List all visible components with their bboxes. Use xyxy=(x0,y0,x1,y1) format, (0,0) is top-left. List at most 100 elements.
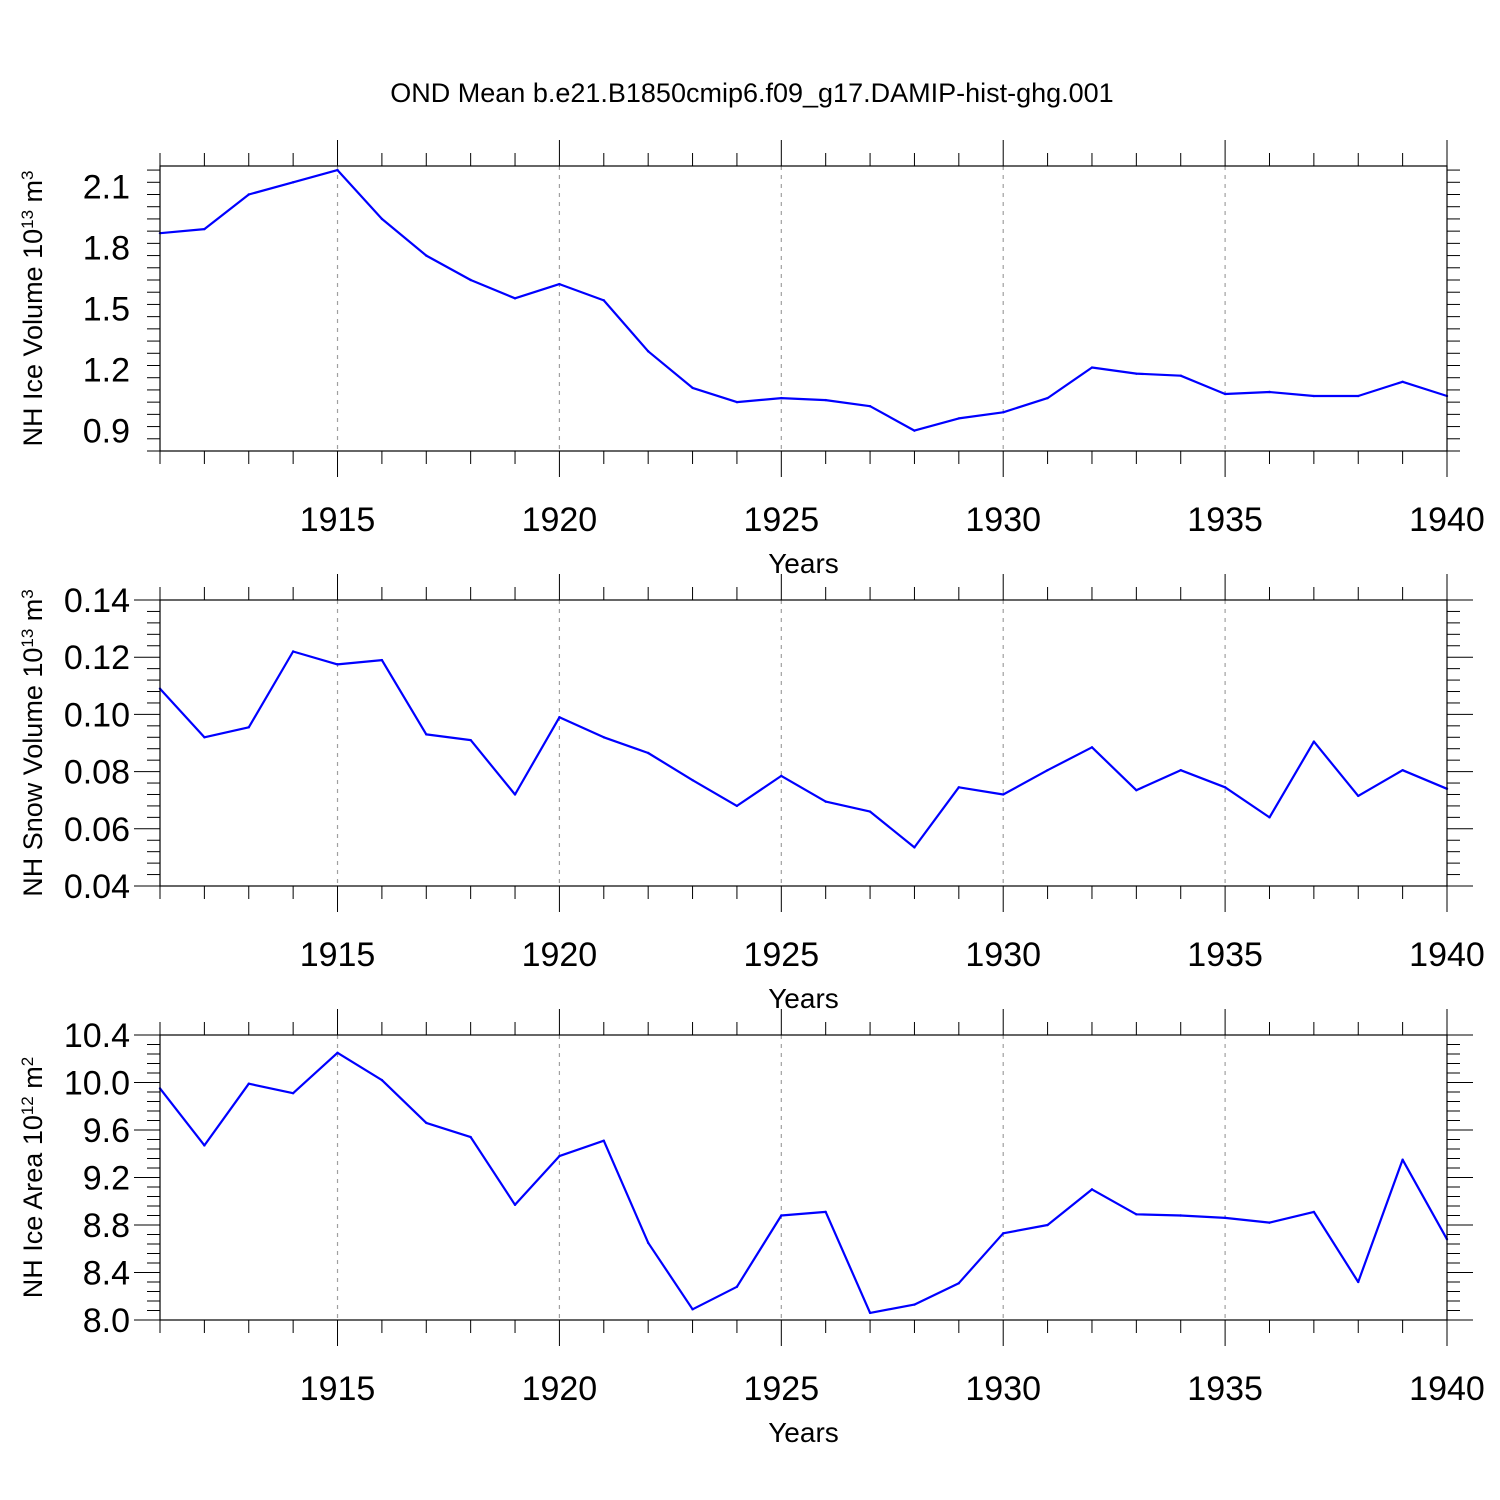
data-point xyxy=(203,227,206,231)
y-axis-label-ylabel-unit-prefix: m xyxy=(18,180,48,210)
data-point xyxy=(1357,794,1360,798)
data-point xyxy=(868,405,872,408)
chart-panel-2: 0.04 0.06 0.08 0.10 0.12 0.14 1915 1920 1925 1930… xyxy=(18,574,1485,1014)
x-tick-label: 1935 xyxy=(1187,1370,1263,1408)
data-point xyxy=(558,1154,561,1158)
data-point xyxy=(513,793,517,796)
y-tick-label: 10.4 xyxy=(64,1017,130,1055)
data-point xyxy=(780,1214,783,1217)
y-axis-label-ylabel-unit-exp: 2 xyxy=(18,1057,37,1066)
x-axis-label: Years xyxy=(768,548,839,579)
plot-frame xyxy=(159,165,1448,452)
data-point xyxy=(602,1139,605,1142)
data-point xyxy=(1268,1221,1271,1224)
x-axis-label: Years xyxy=(768,1417,839,1448)
data-point xyxy=(913,429,916,432)
data-point xyxy=(1046,396,1049,400)
chart-panel-1: 0.9 1.2 1.5 1.8 2.1 1915 1920 1925 1930 1935 1940 Y… xyxy=(18,140,1485,579)
data-point xyxy=(469,278,472,282)
data-point xyxy=(691,778,694,782)
data-point xyxy=(469,1135,472,1139)
y-axis-label-ylabel-main: NH Snow Volume 10 xyxy=(18,648,48,897)
data-point xyxy=(425,1121,428,1125)
x-tick-label: 1940 xyxy=(1409,501,1485,539)
y-tick-label: 8.4 xyxy=(83,1255,130,1293)
data-point xyxy=(1223,392,1227,396)
data-point xyxy=(1090,746,1094,749)
data-point xyxy=(1090,1188,1094,1191)
data-point xyxy=(1179,768,1182,772)
chart-panel-3: 8.0 8.4 8.8 9.2 9.6 10.0 10.4 1915 1920 1925 1930 1… xyxy=(18,1009,1485,1448)
data-point xyxy=(735,400,739,404)
data-point xyxy=(1357,1280,1360,1284)
x-tick-label: 1920 xyxy=(522,936,598,974)
data-point xyxy=(957,417,961,420)
data-point xyxy=(602,299,605,302)
series-line xyxy=(159,650,1448,849)
data-point xyxy=(247,1082,250,1085)
data-point xyxy=(868,810,872,813)
data-point xyxy=(203,1144,206,1147)
plot-frame xyxy=(159,599,1448,887)
y-tick-label: 2.1 xyxy=(83,168,130,206)
series-line xyxy=(159,1051,1448,1315)
y-tick-label: 0.06 xyxy=(64,811,130,849)
data-point xyxy=(291,181,295,184)
data-point xyxy=(602,736,605,739)
x-tick-label: 1920 xyxy=(522,1370,598,1408)
data-point xyxy=(1046,768,1049,772)
x-tick-label: 1935 xyxy=(1187,501,1263,539)
data-point xyxy=(425,254,428,257)
y-tick-label: 1.8 xyxy=(83,229,130,267)
data-point xyxy=(558,716,561,719)
y-axis-label: NH Ice Volume 1013 m3 xyxy=(18,171,49,447)
y-axis-label: NH Ice Area 1012 m2 xyxy=(18,1057,49,1298)
data-point xyxy=(1135,372,1138,375)
y-axis-label-ylabel-main: NH Ice Area 10 xyxy=(18,1115,48,1298)
x-tick-label: 1925 xyxy=(743,501,819,539)
data-point xyxy=(1179,1214,1182,1217)
data-point xyxy=(646,350,650,353)
data-point xyxy=(1312,1210,1316,1214)
y-axis-label-ylabel-main: NH Ice Volume 10 xyxy=(18,229,48,447)
data-point xyxy=(957,786,961,789)
y-axis-label-ylabel-unit-prefix: m xyxy=(18,1066,48,1096)
data-point xyxy=(735,804,739,808)
data-point xyxy=(1268,390,1271,394)
data-point xyxy=(336,168,339,172)
y-axis-label-ylabel-unit-exp: 3 xyxy=(18,171,37,180)
y-tick-label: 8.8 xyxy=(83,1207,130,1245)
data-point xyxy=(247,726,250,729)
data-point xyxy=(1357,394,1360,398)
x-tick-label: 1930 xyxy=(965,501,1041,539)
y-tick-label: 0.14 xyxy=(64,582,130,620)
data-point xyxy=(291,1091,295,1095)
data-point xyxy=(913,1303,916,1306)
chart-title: OND Mean b.e21.B1850cmip6.f09_g17.DAMIP-… xyxy=(390,78,1113,108)
data-point xyxy=(780,774,783,778)
x-tick-label: 1940 xyxy=(1409,1370,1485,1408)
x-tick-label: 1915 xyxy=(300,501,376,539)
y-tick-label: 1.5 xyxy=(83,291,130,329)
data-point xyxy=(336,1051,339,1055)
data-point xyxy=(1135,1213,1138,1216)
x-tick-label: 1915 xyxy=(300,936,376,974)
y-tick-label: 0.9 xyxy=(83,413,130,451)
data-point xyxy=(1401,768,1404,772)
data-point xyxy=(380,658,384,662)
data-point xyxy=(1401,380,1404,383)
data-point xyxy=(1090,366,1094,369)
y-tick-label: 0.08 xyxy=(64,754,130,792)
data-point xyxy=(824,398,827,402)
y-axis-label-ylabel-unit-exp: 3 xyxy=(18,589,37,598)
data-point xyxy=(1002,793,1005,796)
data-point xyxy=(824,1210,827,1214)
data-point xyxy=(291,650,295,653)
data-point xyxy=(336,663,339,666)
y-axis-label: NH Snow Volume 1013 m3 xyxy=(18,589,49,897)
x-axis-label: Years xyxy=(768,983,839,1014)
x-tick-label: 1920 xyxy=(522,501,598,539)
data-point xyxy=(1268,816,1271,819)
plot-frame xyxy=(159,1034,1448,1321)
